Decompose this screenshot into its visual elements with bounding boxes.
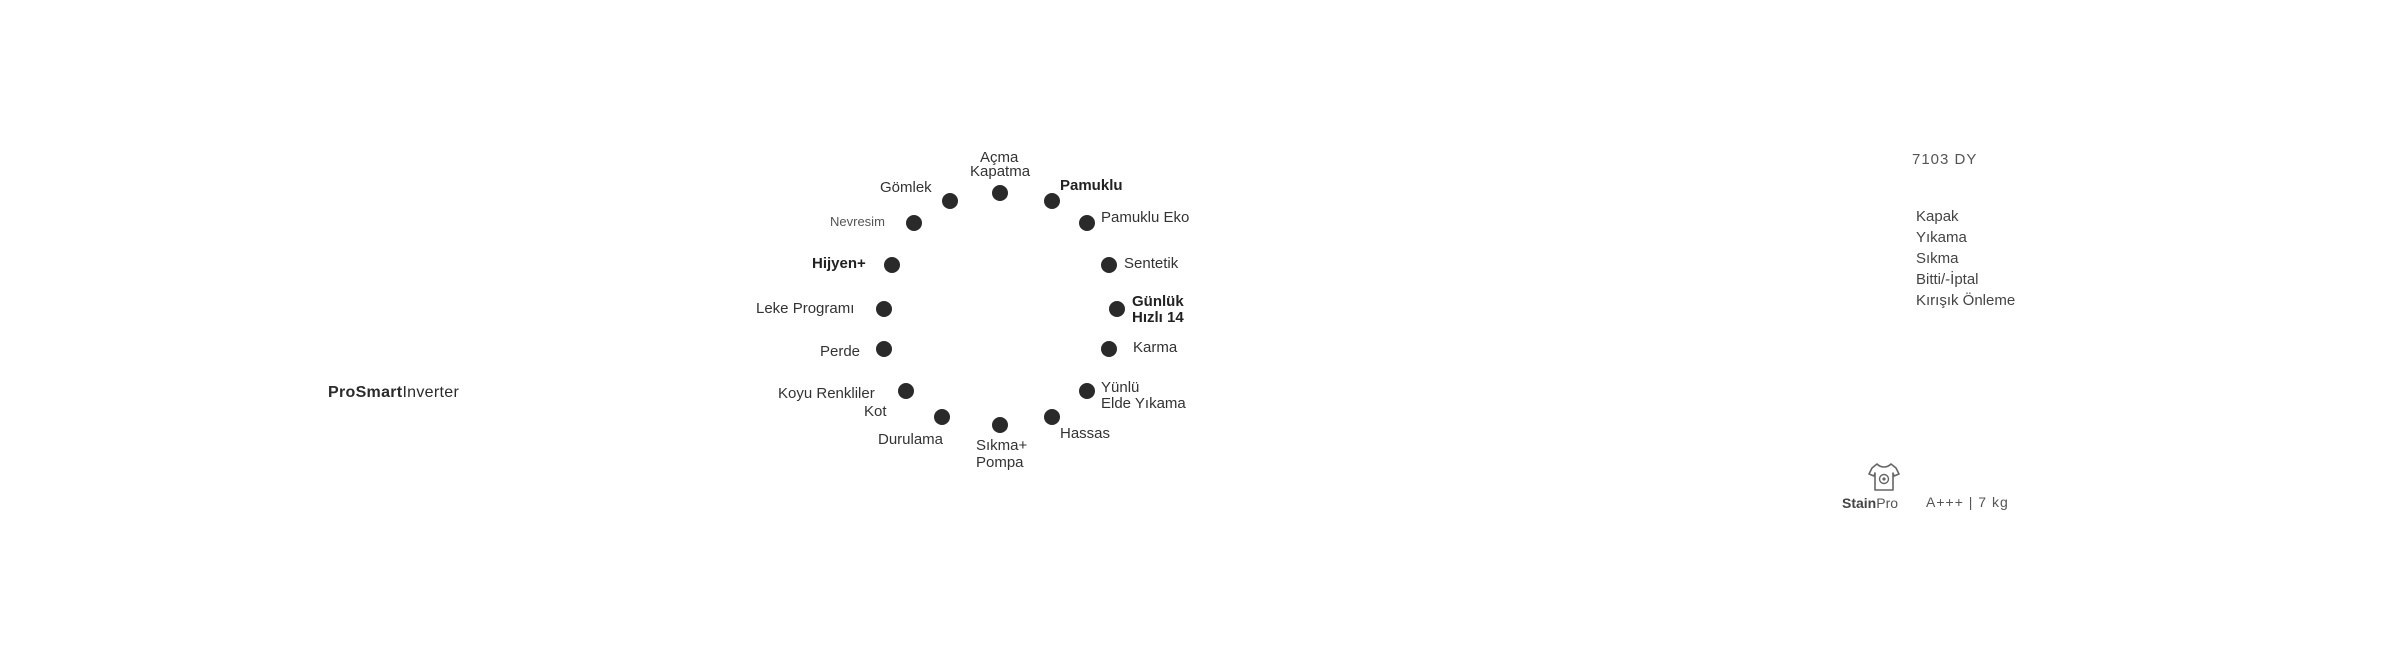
energy-rating: A+++ | 7 kg	[1926, 494, 2009, 510]
program-label-yunlu: Yünlü	[1101, 379, 1140, 396]
program-label-sikma: Sıkma+	[976, 437, 1028, 454]
program-dot-nevresim[interactable]	[906, 215, 922, 231]
brand-bold: ProSmart	[328, 384, 403, 401]
program-dot-karma[interactable]	[1101, 341, 1117, 357]
program-label-hijyen: Hijyen+	[812, 255, 866, 272]
program-dot-koyu-renkliler[interactable]	[898, 383, 914, 399]
program-label-pamuklu-eko: Pamuklu Eko	[1101, 209, 1190, 226]
stainpro-label: StainPro	[1842, 495, 1898, 511]
program-label-gomlek: Gömlek	[880, 179, 932, 196]
program-label-kot: Kot	[864, 403, 887, 420]
stainpro-rest: Pro	[1876, 495, 1899, 511]
program-label-karma: Karma	[1133, 339, 1178, 356]
status-item: Sıkma	[1916, 250, 1959, 267]
program-label-pompa: Pompa	[976, 454, 1024, 471]
program-dot-hassas[interactable]	[1044, 409, 1060, 425]
program-label-hassas: Hassas	[1060, 425, 1111, 442]
program-dot-acma-kapatma[interactable]	[992, 185, 1008, 201]
program-dot-perde[interactable]	[876, 341, 892, 357]
status-item: Kırışık Önleme	[1916, 292, 2016, 309]
program-label-hizli: Hızlı 14	[1132, 309, 1184, 326]
status-item: Bitti/-İptal	[1916, 271, 1979, 288]
program-dot-sikma-pompa[interactable]	[992, 417, 1008, 433]
program-label-acma: Açma	[980, 149, 1019, 166]
program-label-leke: Leke Programı	[756, 300, 855, 317]
brand-rest: Inverter	[402, 384, 460, 401]
model-number: 7103 DY	[1912, 151, 1978, 168]
program-dot-yunlu[interactable]	[1079, 383, 1095, 399]
program-label-sentetik: Sentetik	[1124, 255, 1179, 272]
program-dot-leke[interactable]	[876, 301, 892, 317]
program-dot-gomlek[interactable]	[942, 193, 958, 209]
program-label-koyu-renkliler: Koyu Renkliler	[778, 385, 875, 402]
program-dot-pamuklu-eko[interactable]	[1079, 215, 1095, 231]
program-dot-durulama[interactable]	[934, 409, 950, 425]
program-label-gunluk: Günlük	[1132, 293, 1184, 310]
stainpro-bold: Stain	[1842, 495, 1877, 511]
program-label-elde-yikama: Elde Yıkama	[1101, 395, 1186, 412]
program-label-pamuklu: Pamuklu	[1060, 177, 1123, 194]
program-label-durulama: Durulama	[878, 431, 944, 448]
shirt-stain-icon[interactable]	[1866, 459, 1902, 495]
program-dot-sentetik[interactable]	[1101, 257, 1117, 273]
program-label-nevresim: Nevresim	[830, 214, 885, 229]
status-item: Yıkama	[1916, 229, 1967, 246]
program-label-perde: Perde	[820, 343, 861, 360]
brand-logo: ProSmartInverter	[328, 384, 459, 402]
status-item: Kapak	[1916, 208, 1959, 225]
status-list: Kapak Yıkama Sıkma Bitti/-İptal Kırışık …	[1916, 206, 2015, 311]
program-dot-hijyen[interactable]	[884, 257, 900, 273]
program-label-kapatma: Kapatma	[970, 163, 1031, 180]
program-dot-pamuklu[interactable]	[1044, 193, 1060, 209]
program-dot-gunluk-hizli[interactable]	[1109, 301, 1125, 317]
